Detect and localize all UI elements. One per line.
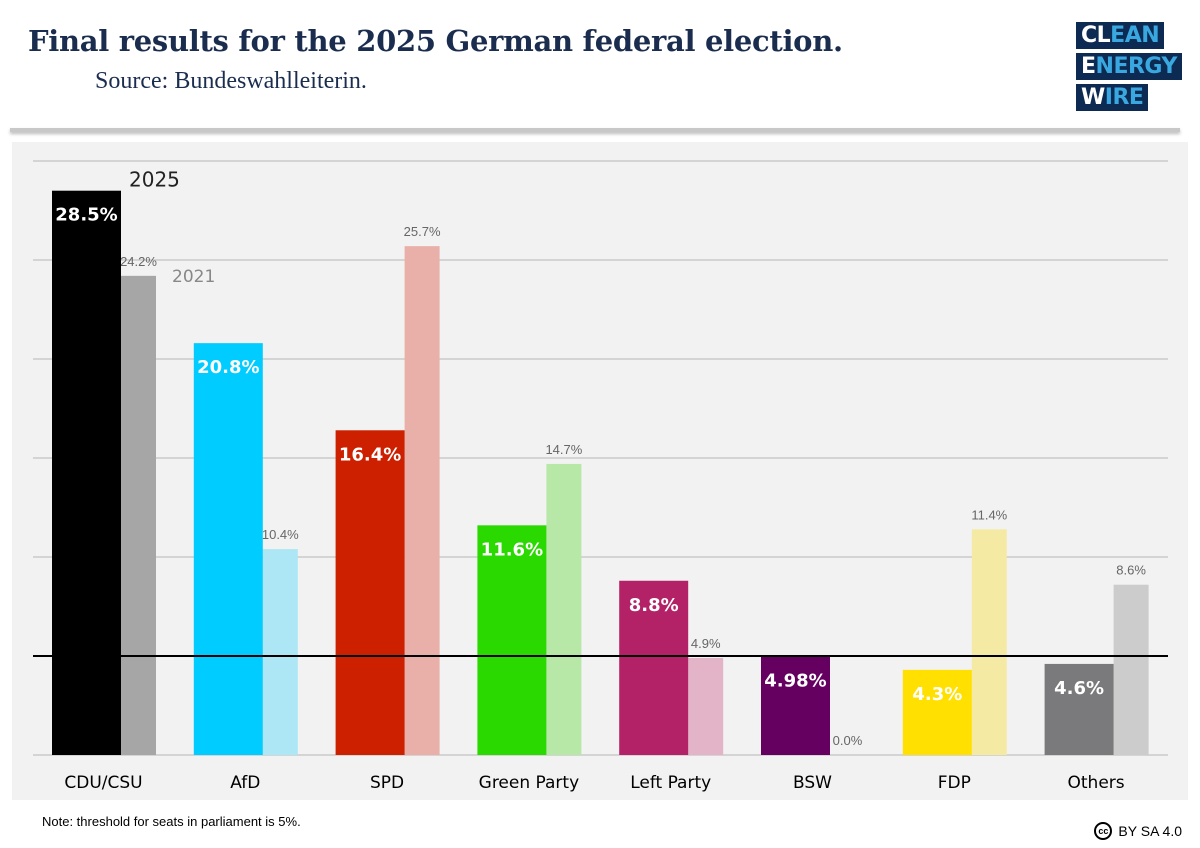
bar-2025 xyxy=(52,190,121,755)
footnote: Note: threshold for seats in parliament … xyxy=(42,814,301,829)
license-text: BY SA 4.0 xyxy=(1118,823,1182,839)
cc-icon: cc xyxy=(1094,822,1113,840)
category-label: Green Party xyxy=(479,773,580,793)
bar-2021 xyxy=(971,529,1007,755)
bar-2025 xyxy=(619,580,689,755)
category-label: CDU/CSU xyxy=(64,773,142,793)
bar-2025 xyxy=(477,525,547,755)
data-label-2025: 20.8% xyxy=(197,357,259,378)
bar-2021 xyxy=(404,246,440,755)
category-label: BSW xyxy=(793,773,832,793)
chart-panel: 24.2% 28.5% CDU/CSU 10.4% 20.8% AfD 25.7% 16.4%… xyxy=(12,142,1188,800)
data-label-2021: 8.6% xyxy=(1116,563,1146,578)
series-label-2025: 2025 xyxy=(129,168,180,192)
bar-2021 xyxy=(121,275,156,755)
data-label-2021: 11.4% xyxy=(971,507,1007,522)
bar-2025 xyxy=(1044,663,1114,755)
bar-2025 xyxy=(335,430,405,755)
chart-source: Source: Bundeswahlleiterin. xyxy=(95,68,367,94)
bar-2025 xyxy=(902,669,972,755)
category-label: SPD xyxy=(370,773,404,793)
category-label: AfD xyxy=(230,773,260,793)
data-label-2021: 0.0% xyxy=(833,733,863,748)
data-label-2021: 4.9% xyxy=(691,636,721,651)
category-label: FDP xyxy=(938,773,971,793)
data-label-2021: 10.4% xyxy=(262,527,299,542)
bar-2021 xyxy=(262,549,298,755)
data-label-2021: 25.7% xyxy=(404,224,441,239)
category-label: Others xyxy=(1068,773,1125,793)
data-label-2025: 4.3% xyxy=(912,684,962,705)
bar-2021 xyxy=(546,463,582,755)
series-label-2021: 2021 xyxy=(172,267,215,287)
bar-2021 xyxy=(1113,584,1149,755)
data-label-2025: 4.98% xyxy=(764,670,826,691)
data-label-2025: 11.6% xyxy=(481,539,543,560)
license: cc BY SA 4.0 xyxy=(1094,822,1182,840)
bar-2025 xyxy=(761,656,830,755)
bar-chart: 24.2% 28.5% CDU/CSU 10.4% 20.8% AfD 25.7% 16.4%… xyxy=(33,160,1168,793)
data-label-2025: 8.8% xyxy=(629,595,679,616)
data-label-2025: 16.4% xyxy=(339,444,401,465)
chart-title: Final results for the 2025 German federa… xyxy=(28,24,843,58)
bar-2025 xyxy=(193,343,263,755)
data-label-2021: 14.7% xyxy=(545,442,582,457)
data-label-2021: 24.2% xyxy=(120,254,157,269)
data-label-2025: 28.5% xyxy=(55,205,117,226)
category-label: Left Party xyxy=(630,773,711,793)
bar-2021 xyxy=(688,657,724,755)
clean-energy-wire-logo: CLEAN ENERGY WIRE xyxy=(1076,22,1182,115)
header-divider xyxy=(10,128,1180,132)
data-label-2025: 4.6% xyxy=(1054,678,1104,699)
